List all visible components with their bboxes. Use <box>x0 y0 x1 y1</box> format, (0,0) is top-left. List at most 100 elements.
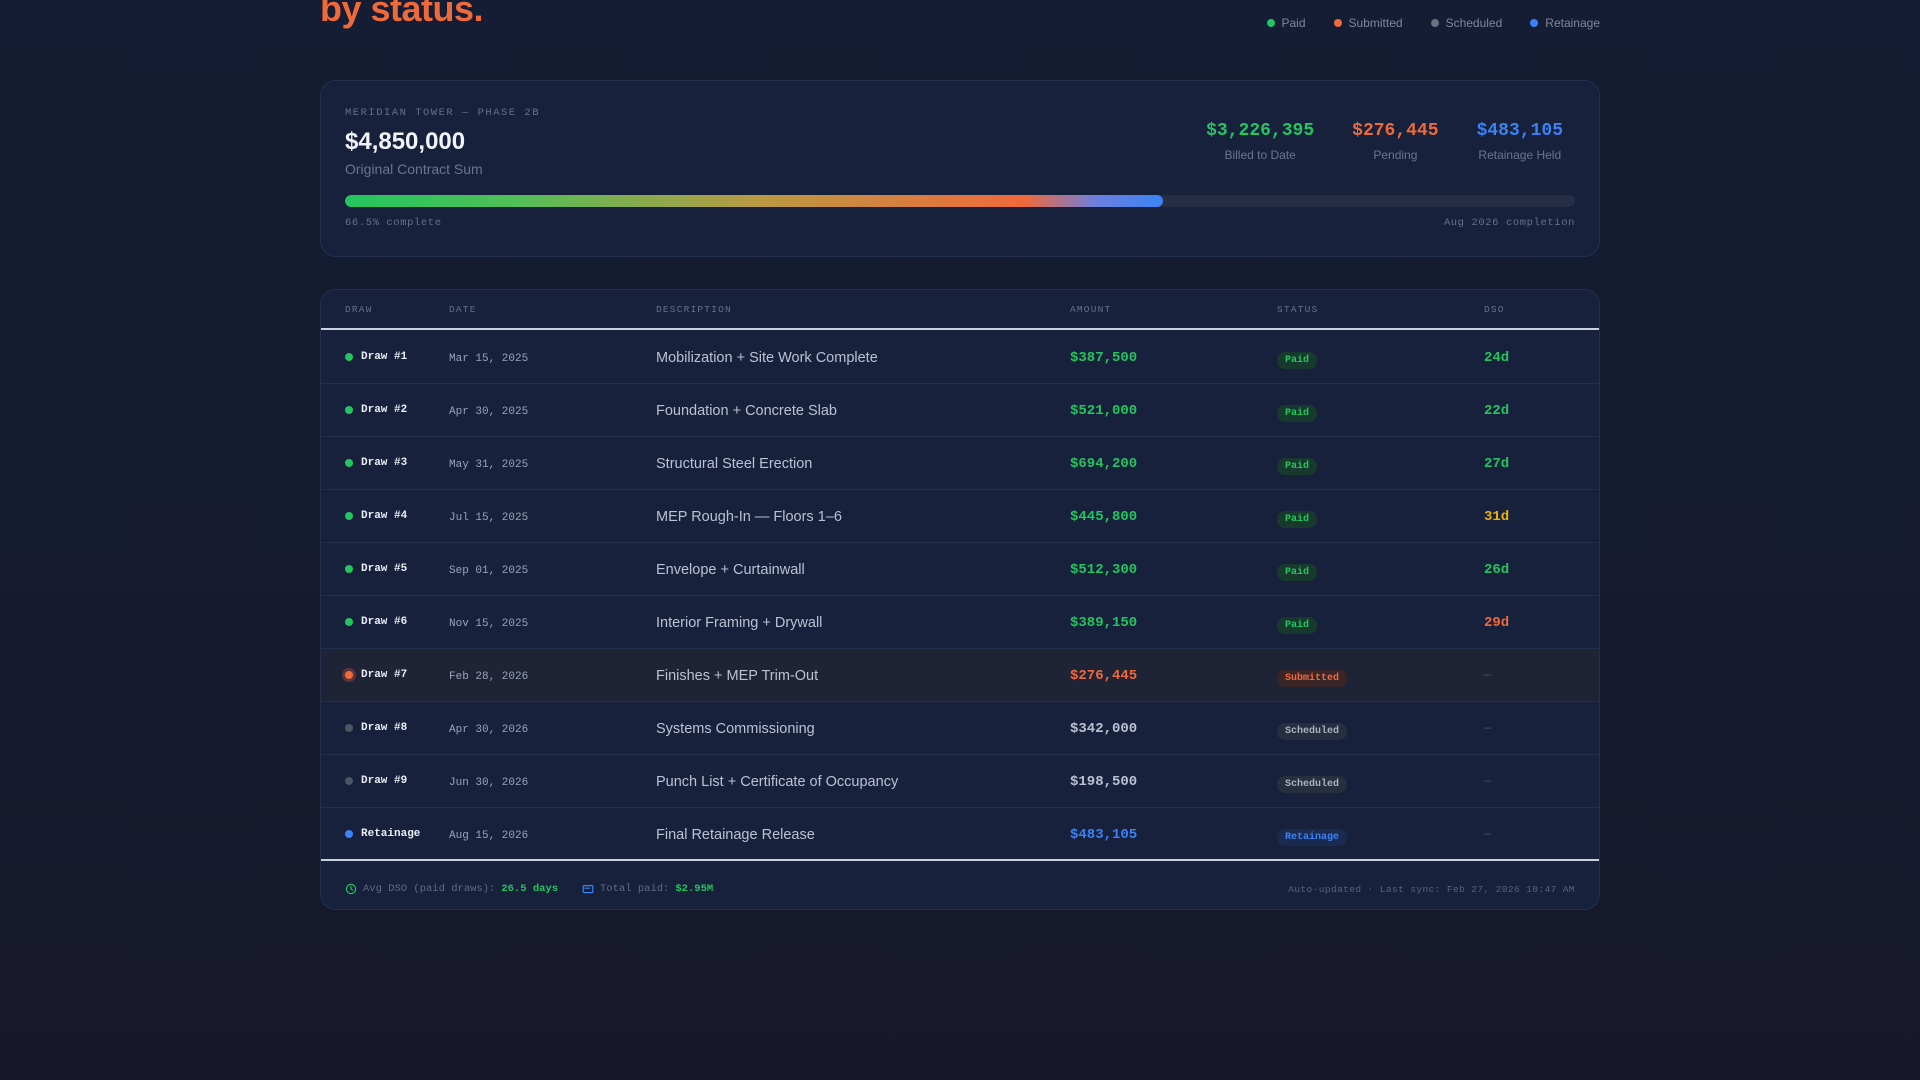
table-row[interactable]: Draw #6 Nov 15, 2025 Interior Framing + Dr… <box>321 596 1599 649</box>
status-dot-icon <box>345 829 353 838</box>
status-badge: Retainage <box>1277 829 1348 846</box>
status-dot-icon <box>345 353 353 361</box>
draw-amount: $694,200 <box>1070 456 1138 472</box>
draw-dso: — <box>1484 774 1492 788</box>
table-row[interactable]: Retainage Aug 15, 2026 Final Retainage Rel… <box>321 808 1599 861</box>
completion-label: Aug 2026 completion <box>1443 217 1575 229</box>
draw-schedule-table: DRAW DATE DESCRIPTION AMOUNT STATUS DSO … <box>320 289 1600 910</box>
status-badge: Scheduled <box>1277 776 1348 793</box>
draw-date: Aug 15, 2026 <box>449 830 529 842</box>
column-header-description[interactable]: DESCRIPTION <box>656 304 732 315</box>
legend-item-retainage[interactable]: Retainage <box>1530 16 1600 30</box>
contract-summary-card: MERIDIAN TOWER — PHASE 2B $4,850,000 Ori… <box>320 80 1600 257</box>
draw-description: Mobilization + Site Work Complete <box>656 350 878 366</box>
legend-label: Retainage <box>1545 16 1600 30</box>
status-badge: Paid <box>1277 617 1318 634</box>
draw-dso: 24d <box>1484 350 1510 366</box>
avg-dso-value: 26.5 days <box>501 883 559 895</box>
stat-value: $276,445 <box>1352 121 1439 141</box>
draw-date: Apr 30, 2025 <box>449 406 529 418</box>
status-dot-icon <box>345 459 353 467</box>
draw-date: Nov 15, 2025 <box>449 618 529 630</box>
draw-cell: Draw #8 <box>345 702 407 754</box>
project-label: MERIDIAN TOWER — PHASE 2B <box>345 107 541 119</box>
status-badge: Paid <box>1277 564 1318 581</box>
table-row[interactable]: Draw #8 Apr 30, 2026 Systems Commissioning… <box>321 702 1599 755</box>
status-dot-icon <box>345 777 353 785</box>
table-row[interactable]: Draw #4 Jul 15, 2025 MEP Rough-In — Floors… <box>321 490 1599 543</box>
legend-item-paid[interactable]: Paid <box>1266 16 1306 30</box>
total-paid-value: $2.95M <box>675 883 714 895</box>
status-dot-icon <box>345 565 353 573</box>
draw-dso: 26d <box>1484 562 1510 578</box>
stat-billed-to-date: $3,226,395 Billed to Date <box>1206 121 1314 162</box>
draw-description: MEP Rough-In — Floors 1–6 <box>656 509 842 525</box>
draw-description: Envelope + Curtainwall <box>656 562 805 578</box>
draw-date: Mar 15, 2025 <box>449 353 529 365</box>
draw-name: Draw #9 <box>361 775 408 787</box>
page-title: by status. <box>320 0 484 29</box>
draw-description: Punch List + Certificate of Occupancy <box>656 774 899 790</box>
sync-status: Auto-updated · Last sync: Feb 27, 2026 1… <box>1288 884 1575 895</box>
draw-description: Final Retainage Release <box>656 827 815 843</box>
draw-amount: $445,800 <box>1070 509 1138 525</box>
draw-date: Apr 30, 2026 <box>449 724 529 736</box>
status-cell: Paid <box>1277 508 1318 528</box>
status-dot-icon <box>345 671 353 679</box>
draw-dso: 31d <box>1484 509 1510 525</box>
column-header-amount[interactable]: AMOUNT <box>1070 304 1112 315</box>
table-header: DRAW DATE DESCRIPTION AMOUNT STATUS DSO <box>321 290 1599 330</box>
draw-amount: $512,300 <box>1070 562 1138 578</box>
draw-cell: Draw #9 <box>345 755 407 807</box>
draw-description: Interior Framing + Drywall <box>656 615 823 631</box>
legend-label: Submitted <box>1348 16 1403 30</box>
draw-amount: $483,105 <box>1070 827 1138 843</box>
draw-name: Draw #7 <box>361 669 408 681</box>
draw-amount: $389,150 <box>1070 615 1138 631</box>
table-body: Draw #1 Mar 15, 2025 Mobilization + Site W… <box>321 331 1599 861</box>
column-header-draw[interactable]: DRAW <box>345 304 373 315</box>
clock-icon <box>345 883 357 895</box>
status-badge: Submitted <box>1277 670 1348 687</box>
legend-dot-icon <box>1530 19 1539 27</box>
draw-name: Draw #2 <box>361 404 408 416</box>
draw-dso: 29d <box>1484 615 1510 631</box>
draw-name: Draw #8 <box>361 722 408 734</box>
status-cell: Paid <box>1277 402 1318 422</box>
draw-cell: Draw #1 <box>345 331 407 383</box>
table-row[interactable]: Draw #2 Apr 30, 2025 Foundation + Concrete… <box>321 384 1599 437</box>
progress-fill <box>345 195 1163 207</box>
legend-item-scheduled[interactable]: Scheduled <box>1430 16 1502 30</box>
draw-date: Feb 28, 2026 <box>449 671 529 683</box>
draw-amount: $276,445 <box>1070 668 1138 684</box>
draw-cell: Draw #5 <box>345 543 407 595</box>
wallet-icon <box>582 884 594 894</box>
summary-stats: $3,226,395 Billed to Date $276,445 Pending $… <box>1206 121 1563 162</box>
draw-cell: Draw #7 <box>345 649 407 701</box>
legend-item-submitted[interactable]: Submitted <box>1333 16 1403 30</box>
draw-amount: $198,500 <box>1070 774 1138 790</box>
avg-dso-label: Avg DSO (paid draws): <box>363 883 496 895</box>
status-badge: Paid <box>1277 511 1318 528</box>
table-row[interactable]: Draw #7 Feb 28, 2026 Finishes + MEP Trim-O… <box>321 649 1599 702</box>
status-cell: Scheduled <box>1277 773 1348 793</box>
table-footer: Avg DSO (paid draws): 26.5 days Total pa… <box>321 869 1599 909</box>
table-row[interactable]: Draw #5 Sep 01, 2025 Envelope + Curtainwal… <box>321 543 1599 596</box>
draw-date: Jun 30, 2026 <box>449 777 529 789</box>
status-dot-icon <box>345 512 353 520</box>
table-row[interactable]: Draw #9 Jun 30, 2026 Punch List + Certific… <box>321 755 1599 808</box>
column-header-date[interactable]: DATE <box>449 304 477 315</box>
draw-cell: Draw #2 <box>345 384 407 436</box>
table-row[interactable]: Draw #1 Mar 15, 2025 Mobilization + Site W… <box>321 331 1599 384</box>
status-cell: Retainage <box>1277 826 1348 846</box>
draw-cell: Draw #4 <box>345 490 407 542</box>
draw-name: Draw #4 <box>361 510 408 522</box>
stat-value: $3,226,395 <box>1206 121 1315 141</box>
status-dot-icon <box>345 618 353 626</box>
column-header-dso[interactable]: DSO <box>1484 304 1505 315</box>
column-header-status[interactable]: STATUS <box>1277 304 1319 315</box>
table-row[interactable]: Draw #3 May 31, 2025 Structural Steel Erec… <box>321 437 1599 490</box>
draw-description: Finishes + MEP Trim-Out <box>656 668 819 684</box>
draw-name: Draw #5 <box>361 563 408 575</box>
status-badge: Paid <box>1277 405 1318 422</box>
